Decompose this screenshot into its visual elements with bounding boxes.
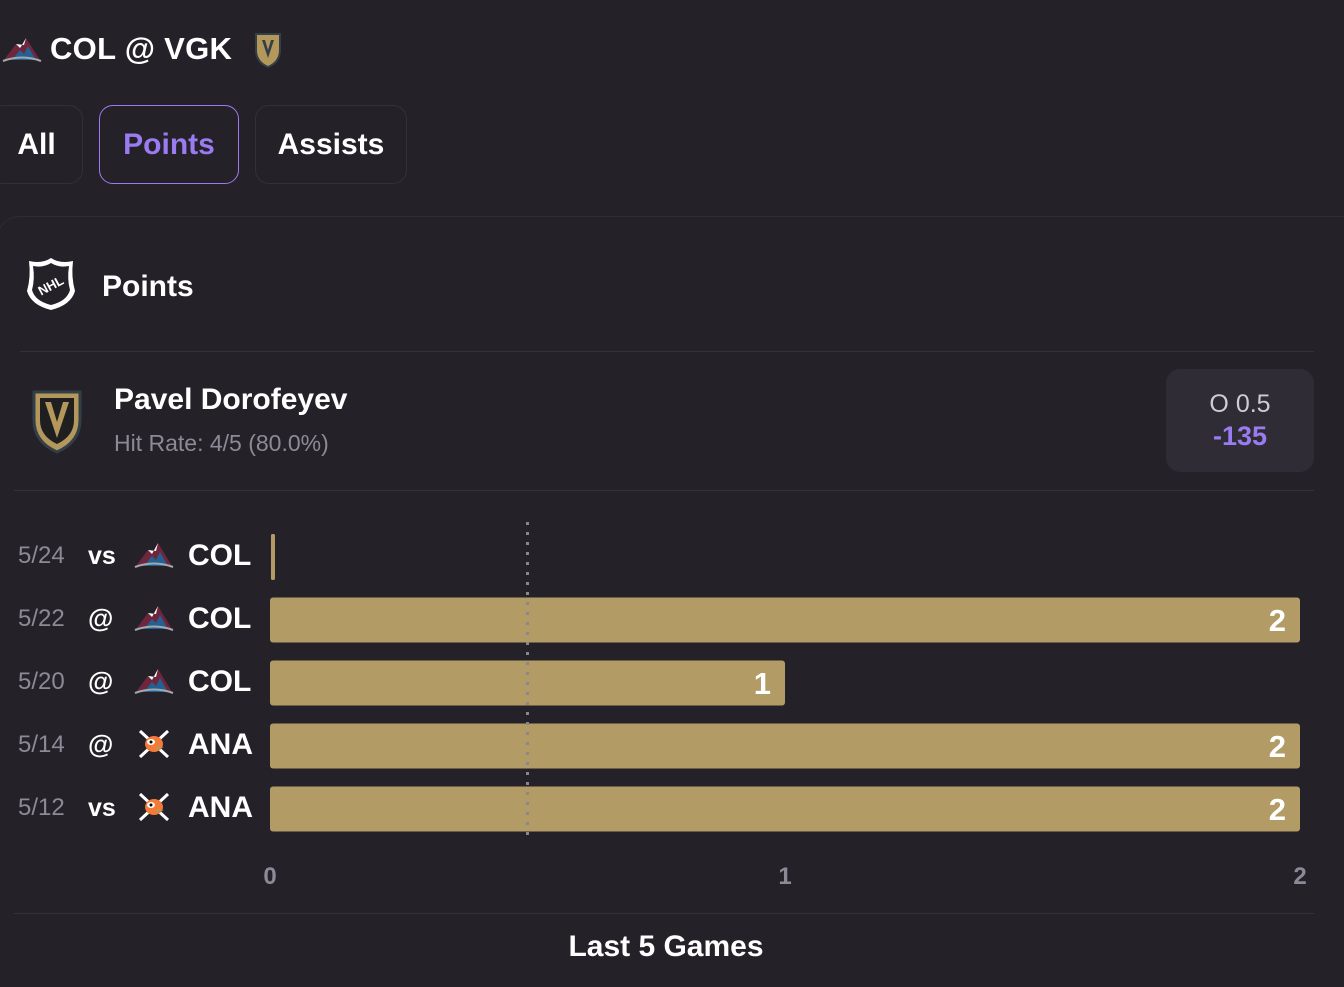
game-date: 5/14 bbox=[18, 731, 65, 758]
game-row: 5/24 vs COL bbox=[0, 534, 1344, 580]
chart-caption: Last 5 Games bbox=[568, 930, 764, 963]
game-date: 5/24 bbox=[18, 542, 65, 569]
game-location: vs bbox=[88, 542, 116, 570]
opponent-abbr: COL bbox=[188, 602, 252, 635]
x-tick-label: 2 bbox=[1293, 863, 1306, 890]
avalanche-logo-icon bbox=[134, 664, 174, 703]
avalanche-logo-icon bbox=[134, 601, 174, 640]
avalanche-logo-icon bbox=[0, 27, 44, 71]
ducks-logo-icon bbox=[134, 727, 174, 766]
divider bbox=[14, 490, 1314, 491]
opponent-abbr: ANA bbox=[188, 728, 253, 761]
game-date: 5/22 bbox=[18, 605, 65, 632]
odds-button[interactable]: O 0.5 -135 bbox=[1166, 369, 1314, 472]
game-row: 5/22 @ COL bbox=[0, 597, 1344, 643]
chart-bar bbox=[270, 723, 1300, 769]
game-location: @ bbox=[88, 666, 114, 696]
odds-price: -135 bbox=[1212, 420, 1268, 451]
game-date: 5/20 bbox=[18, 668, 65, 695]
tab-all[interactable]: All bbox=[0, 105, 83, 184]
ducks-logo-icon bbox=[134, 790, 174, 829]
hit-rate: Hit Rate: 4/5 (80.0%) bbox=[114, 430, 329, 456]
odds-line: O 0.5 bbox=[1209, 389, 1271, 418]
section-title: Points bbox=[102, 269, 194, 303]
chart-bar bbox=[270, 597, 1300, 643]
tab-points[interactable]: Points bbox=[99, 105, 239, 184]
player-name: Pavel Dorofeyev bbox=[114, 383, 348, 416]
opponent-abbr: ANA bbox=[188, 791, 253, 824]
x-tick-label: 0 bbox=[263, 863, 276, 890]
game-header: COL @ VGK bbox=[0, 26, 290, 72]
divider bbox=[14, 913, 1314, 914]
chart-bar bbox=[271, 534, 275, 580]
game-location: @ bbox=[88, 729, 114, 759]
chart-data-label: 1 bbox=[754, 666, 771, 701]
chart-data-label: 2 bbox=[1269, 729, 1286, 764]
game-row: 5/12 vs ANA bbox=[0, 786, 1344, 832]
nhl-shield-icon: NHL bbox=[24, 255, 78, 318]
golden-knights-logo-icon bbox=[246, 27, 290, 71]
market-tabs: All Points Assists bbox=[0, 105, 407, 184]
chart-data-label: 2 bbox=[1269, 603, 1286, 638]
opponent-abbr: COL bbox=[188, 539, 252, 572]
game-date: 5/12 bbox=[18, 794, 65, 821]
divider bbox=[20, 351, 1314, 352]
game-location: @ bbox=[88, 603, 114, 633]
opponent-abbr: COL bbox=[188, 665, 252, 698]
chart-data-label: 2 bbox=[1269, 792, 1286, 827]
golden-knights-logo-icon bbox=[30, 386, 84, 459]
game-location: vs bbox=[88, 794, 116, 822]
game-row: 5/14 @ ANA bbox=[0, 723, 1344, 769]
section-header: NHL Points bbox=[24, 255, 194, 318]
x-tick-label: 1 bbox=[778, 863, 791, 890]
tab-assists[interactable]: Assists bbox=[255, 105, 407, 184]
game-row: 5/20 @ COL bbox=[0, 660, 1344, 706]
avalanche-logo-icon bbox=[134, 538, 174, 577]
matchup-title: COL @ VGK bbox=[50, 31, 233, 66]
chart-bar bbox=[270, 786, 1300, 832]
